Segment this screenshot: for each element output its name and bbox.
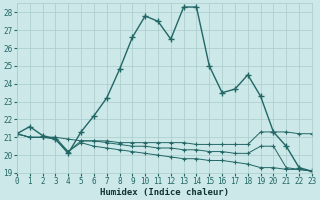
X-axis label: Humidex (Indice chaleur): Humidex (Indice chaleur) <box>100 188 229 197</box>
